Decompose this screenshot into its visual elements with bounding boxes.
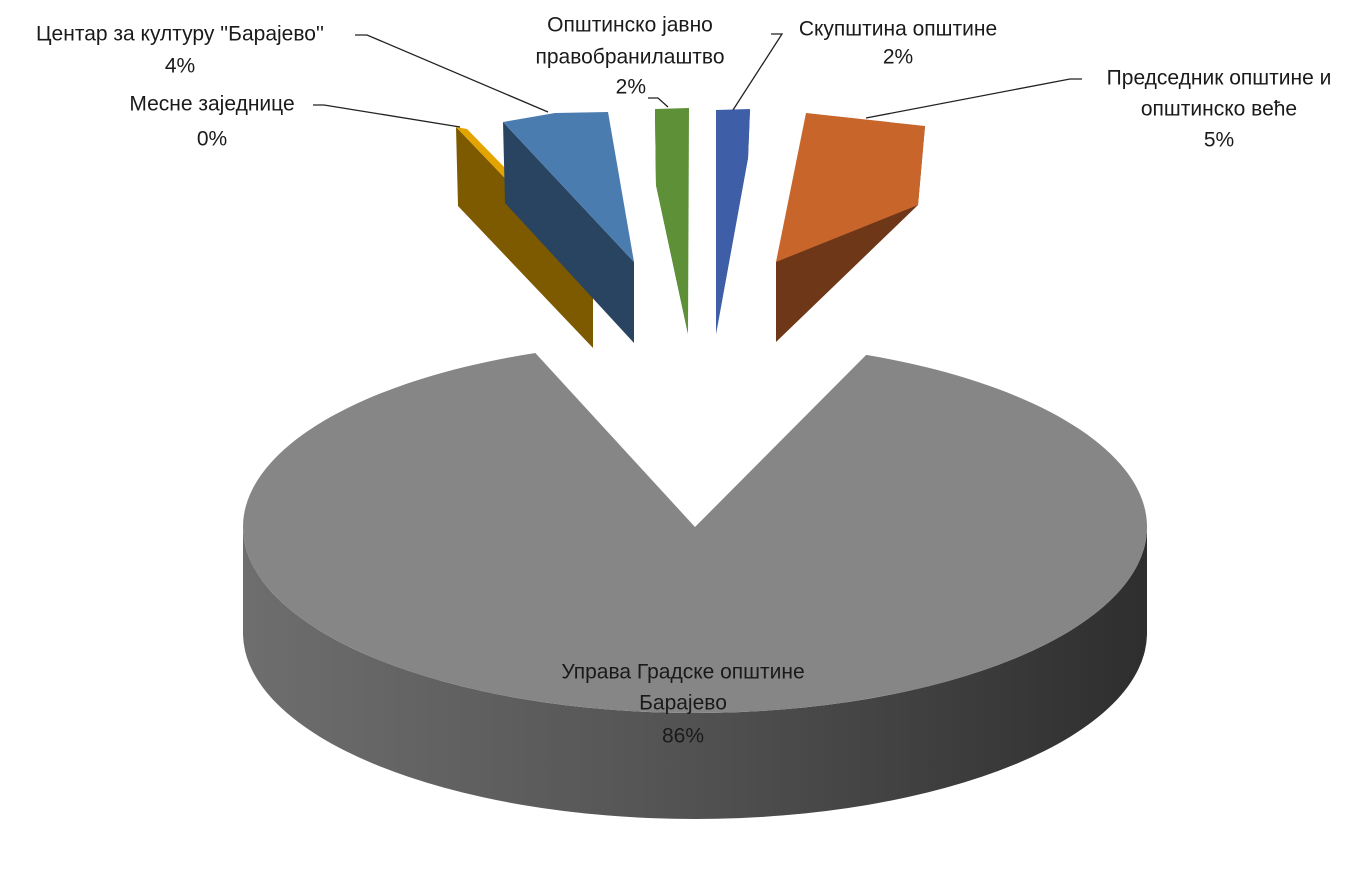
slice-4 — [503, 112, 634, 343]
slice-0-name-label: Скупштина општине — [799, 18, 997, 41]
slice-3-leader-line — [313, 104, 461, 128]
slice-5-name-label: Општинско јавно — [547, 14, 713, 37]
slice-3-value-label: 0% — [197, 128, 227, 151]
slice-0-value-label: 2% — [883, 46, 913, 69]
slice-4-leader-line — [355, 34, 549, 113]
slice-5-value-label: 2% — [616, 76, 646, 99]
slice-1 — [776, 113, 925, 342]
slice-2-value-label: 86% — [662, 725, 704, 748]
slice-3-name-label: Месне заједнице — [129, 93, 294, 116]
slice-5 — [655, 108, 689, 334]
slice-5-name-label: правобранилаштво — [535, 46, 724, 69]
slice-1-top — [776, 113, 925, 262]
slice-uprava — [243, 352, 1148, 819]
slice-1-name-label: Председник општине и — [1107, 67, 1332, 90]
slice-4-name-label: Центар за културу ''Барајево'' — [36, 23, 324, 46]
slice-2-name-label: Управа Градске општине — [561, 661, 804, 684]
slice-uprava-side — [243, 527, 1147, 819]
slice-0-leader-line — [732, 33, 784, 111]
slice-uprava-top — [243, 352, 1148, 713]
slice-4-value-label: 4% — [165, 55, 195, 78]
slice-0-top — [716, 109, 750, 334]
slice-1-leader-line — [865, 78, 1082, 119]
slice-1-name-label: општинско веће — [1141, 98, 1297, 121]
slice-5-top — [655, 108, 689, 334]
slice-4-side — [503, 122, 634, 343]
slice-5-leader-line — [648, 97, 669, 108]
slice-1-value-label: 5% — [1204, 129, 1234, 152]
slice-4-top — [503, 112, 634, 262]
slice-2-name-label: Барајево — [639, 692, 727, 715]
slice-3-side — [456, 127, 593, 348]
slice-0 — [716, 109, 750, 334]
